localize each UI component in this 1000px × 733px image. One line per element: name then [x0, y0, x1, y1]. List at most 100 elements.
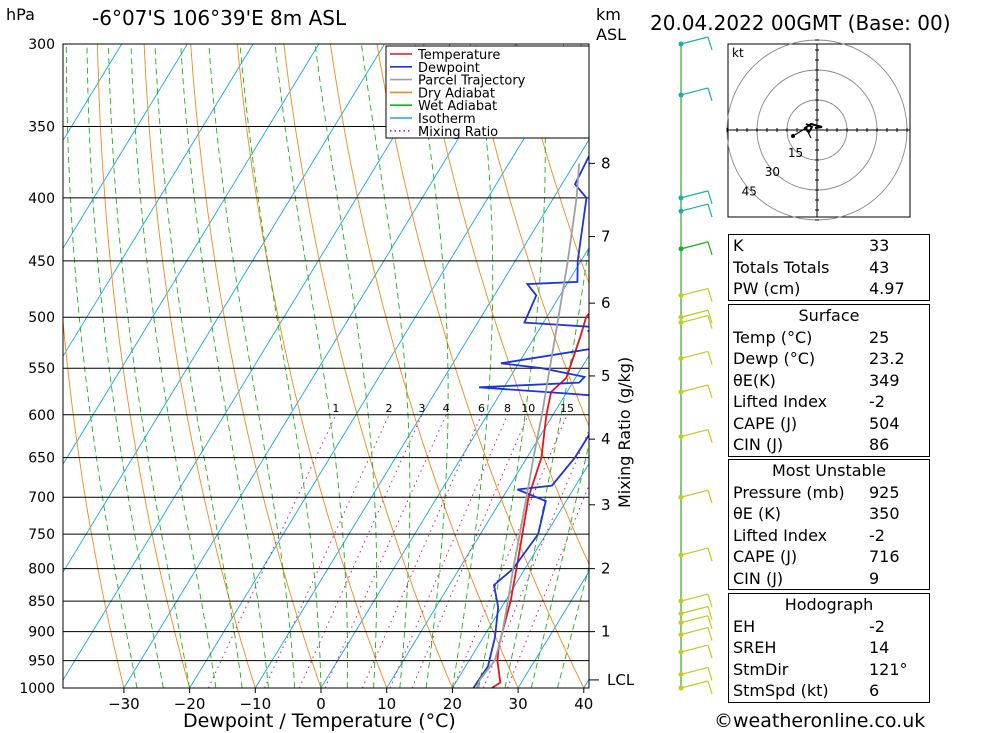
wind-barb-flag [707, 593, 713, 608]
wind-barb-flag [707, 547, 713, 562]
wet-adiabat-line [208, 44, 296, 688]
pressure-tick-label: 700 [28, 490, 55, 506]
wind-barb-flag [707, 288, 713, 302]
pressure-tick-label: 750 [28, 527, 55, 543]
km-tick-label: 2 [601, 560, 611, 578]
x-tick-label: 10 [377, 695, 396, 713]
wind-barb-flag [707, 606, 713, 620]
index-row-totals: Totals Totals 43 [733, 257, 890, 277]
wind-barb [680, 615, 709, 624]
indices-general: K 33 Totals Totals 43 PW (cm) 4.97 [728, 234, 930, 301]
wind-barb-flag [707, 680, 713, 695]
wind-barb-flag [707, 351, 713, 365]
hodograph-storm-motion [792, 127, 812, 139]
sounding-series [472, 154, 589, 688]
dry-adiabat-line [97, 44, 191, 688]
mixing-ratio-label: 1 [332, 402, 339, 415]
wet-adiabat-line [86, 44, 164, 688]
x-tick-label: 20 [443, 695, 462, 713]
hodograph-title: Hodograph [784, 595, 874, 614]
isotherm-line [123, 44, 517, 688]
pressure-tick-label: 900 [28, 625, 55, 641]
km-unit-asl: ASL [596, 25, 626, 44]
wind-barb [680, 309, 709, 318]
wind-barb-flag [707, 429, 713, 443]
mixing-ratio-line [324, 414, 447, 688]
wet-adiabat-line [239, 44, 322, 688]
legend-label: Isotherm [418, 112, 476, 127]
wind-barb-flag [707, 310, 713, 324]
wind-barb-flag [707, 203, 713, 218]
wind-barb-flag [707, 87, 713, 102]
indices-hodograph: Hodograph EH -2 SREH 14 StmDir 121° StmSpd … [728, 593, 930, 703]
mixing-ratio-line [482, 428, 589, 688]
wind-barb [680, 605, 709, 615]
isotherm-line [63, 44, 254, 358]
wind-barb-flag [707, 190, 713, 205]
wet-adiabat-line [451, 44, 494, 688]
km-tick-label: 6 [601, 294, 611, 312]
pressure-unit: hPa [6, 5, 35, 24]
mixing-ratio-line [452, 414, 568, 688]
dry-adiabat-line [376, 44, 585, 688]
wind-barb-flag [707, 627, 713, 641]
wind-barb [680, 287, 709, 296]
wind-barb [680, 429, 709, 438]
wind-barb [680, 87, 709, 96]
wind-barb [680, 190, 709, 199]
index-row-k: K 33 [733, 236, 890, 255]
isotherm-line [517, 570, 589, 688]
plot-frame [62, 43, 590, 689]
legend-box [385, 45, 590, 139]
wind-barb-flag [707, 667, 713, 681]
axes: 3003504004505005506006507007508008509009… [19, 37, 634, 713]
mixing-ratio-label: 10 [521, 402, 535, 415]
most-unstable-title: Most Unstable [772, 461, 886, 480]
wet-adiabat-line [65, 44, 138, 688]
surface-title: Surface [798, 306, 860, 325]
wet-adiabat-line [108, 44, 191, 688]
x-tick-label: −30 [108, 695, 140, 713]
x-tick-label: 40 [574, 695, 593, 713]
km-tick-label: 4 [601, 430, 611, 448]
mixing-ratio-line [506, 484, 589, 688]
lcl-label: LCL [607, 671, 635, 689]
wet-adiabat-line [274, 44, 348, 688]
wet-adiabat-line [154, 44, 243, 688]
datetime: 20.04.2022 00GMT (Base: 00) [650, 11, 951, 35]
mixing-ratio-line [298, 414, 423, 688]
km-tick-label: 8 [601, 154, 611, 172]
dry-adiabat-line [469, 44, 589, 428]
legend-label: Wet Adiabat [418, 99, 497, 114]
km-tick-label: 7 [601, 228, 611, 246]
wind-barb-flag [707, 384, 713, 399]
pressure-tick-label: 450 [28, 254, 55, 270]
dry-adiabat-line [283, 44, 453, 688]
temperature-line [491, 312, 589, 688]
legend-label: Temperature [417, 48, 500, 63]
dry-adiabat-line [516, 44, 589, 285]
parcel-trajectory-line [475, 163, 581, 688]
wet-adiabat-line [530, 441, 589, 688]
mixing-ratio-label: 8 [504, 402, 511, 415]
isotherm-line [63, 44, 188, 250]
dry-adiabat-line [190, 44, 322, 688]
wind-barb [680, 627, 709, 636]
mixing-ratio-label: 15 [560, 402, 574, 415]
x-tick-label: −20 [174, 695, 206, 713]
km-unit: km [596, 5, 621, 24]
wind-barb-flag [707, 615, 713, 629]
legend-label: Dewpoint [418, 61, 480, 76]
wind-barb-flag [707, 490, 713, 504]
wet-adiabat-line [557, 565, 589, 688]
wind-barb [680, 36, 709, 45]
isotherm-line [189, 44, 582, 688]
isotherm-line [63, 44, 123, 142]
mixing-ratio-line [208, 414, 337, 688]
pressure-tick-label: 650 [28, 451, 55, 467]
wind-barb [680, 489, 709, 498]
pressure-tick-label: 400 [28, 191, 55, 207]
copyright-footer[interactable]: ©weatheronline.co.uk [714, 710, 926, 732]
hodograph: 15 30 45 [726, 39, 911, 221]
